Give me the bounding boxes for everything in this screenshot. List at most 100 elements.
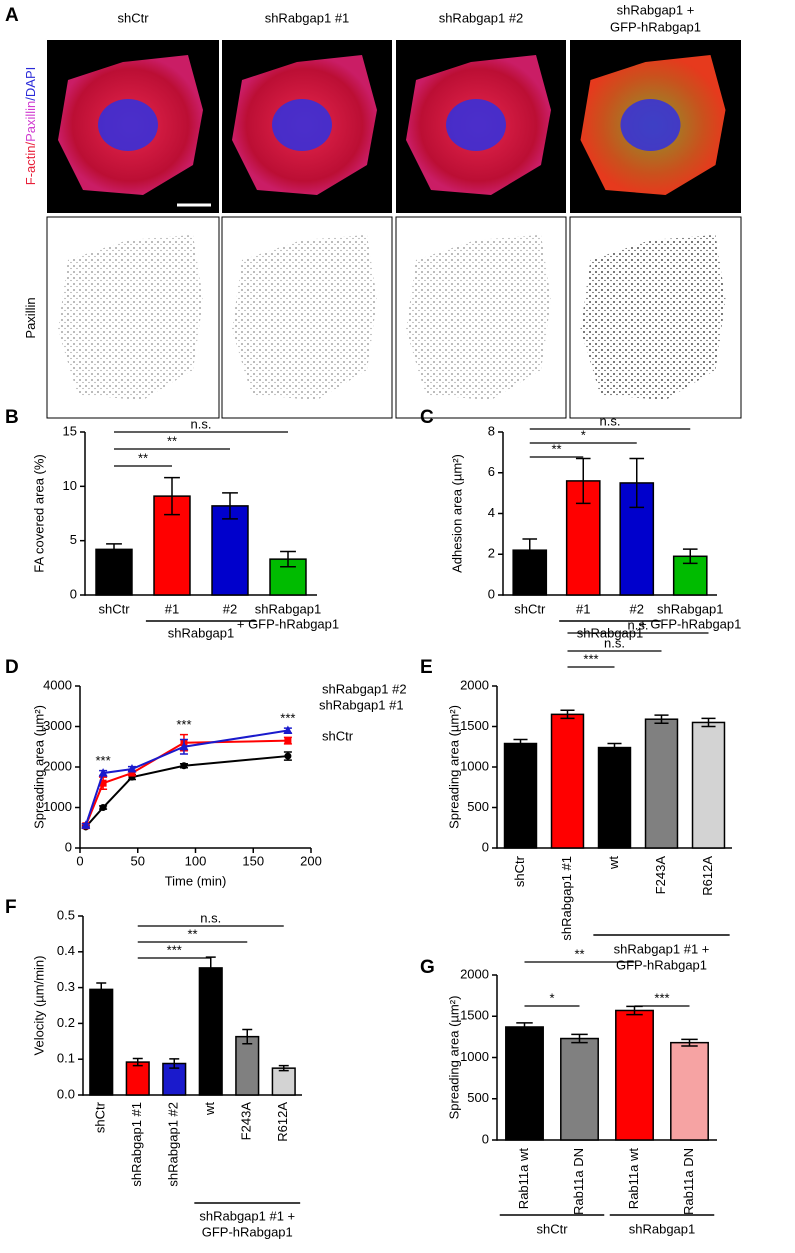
y-tick-label: 2000: [460, 966, 489, 981]
y-tick-label: 4000: [43, 677, 72, 692]
significance-label: n.s.: [604, 635, 625, 650]
y-tick-label: 0: [482, 839, 489, 854]
error-bar: [106, 543, 122, 556]
error-bar: [164, 476, 180, 516]
y-tick-label: 0.3: [57, 979, 75, 994]
y-tick-label: 2000: [43, 758, 72, 773]
significance-label: **: [187, 926, 197, 941]
group-label: GFP-hRabgap1: [202, 1224, 293, 1239]
paxillin-signal: [580, 235, 726, 400]
significance-label: ***: [96, 753, 111, 768]
marker: [180, 762, 188, 770]
y-tick-label: 0.1: [57, 1051, 75, 1066]
error-bar: [682, 548, 698, 565]
column-header: shCtr: [117, 10, 149, 25]
error-bar: [629, 457, 645, 509]
significance-label: ***: [176, 717, 191, 732]
error-bar: [560, 709, 575, 720]
column-header: GFP-hRabgap1: [610, 19, 701, 34]
x-tick-label: 50: [131, 853, 145, 868]
y-tick-label: 3000: [43, 718, 72, 733]
panel-letter: C: [420, 407, 434, 428]
x-tick-label: wt: [202, 1102, 217, 1116]
bar: [505, 1026, 544, 1141]
y-axis-label: FA covered area (%): [31, 454, 46, 573]
y-tick-label: 2000: [460, 677, 489, 692]
x-tick-label: shCtr: [514, 601, 546, 616]
significance-label: ***: [280, 711, 295, 726]
significance-label: **: [574, 946, 584, 961]
row-label-part: Paxillin: [23, 101, 38, 142]
group-label: GFP-hRabgap1: [616, 957, 707, 972]
panel-letter: A: [5, 5, 19, 26]
error-bar: [607, 742, 622, 753]
x-tick-label: wt: [606, 856, 621, 870]
y-tick-label: 1500: [460, 718, 489, 733]
y-tick-label: 1000: [43, 799, 72, 814]
x-tick-label: shRabgap1: [255, 601, 322, 616]
paxillin-signal: [58, 235, 203, 400]
y-tick-label: 500: [467, 1090, 489, 1105]
column-header: shRabgap1 #2: [439, 10, 524, 25]
y-axis-label: Velocity (µm/min): [31, 956, 46, 1056]
panel-letter: D: [5, 657, 19, 678]
nucleus: [620, 99, 681, 151]
bar: [550, 713, 585, 849]
y-tick-label: 6: [488, 464, 495, 479]
y-tick-label: 0.0: [57, 1086, 75, 1101]
bar: [644, 718, 679, 849]
y-tick-label: 10: [63, 478, 77, 493]
marker: [99, 804, 107, 811]
significance-label: ***: [654, 990, 669, 1005]
x-tick-label: #2: [630, 601, 644, 616]
significance-label: ***: [167, 942, 182, 957]
y-tick-label: 1500: [460, 1008, 489, 1023]
nucleus: [272, 99, 332, 151]
y-axis-label: Adhesion area (µm²): [449, 454, 464, 573]
x-tick-label: shCtr: [98, 601, 130, 616]
nucleus: [446, 99, 506, 151]
error-bar: [280, 550, 296, 568]
nucleus: [98, 99, 158, 151]
x-tick-label: shCtr: [512, 855, 527, 887]
bar: [615, 1009, 654, 1141]
error-bar: [222, 492, 238, 520]
group-label: shRabgap1 #1 +: [614, 941, 710, 956]
bar: [512, 549, 548, 596]
significance-label: **: [138, 450, 148, 465]
marker: [99, 779, 107, 787]
significance-label: *: [549, 990, 554, 1005]
x-tick-label: R612A: [275, 1102, 290, 1142]
y-axis-label: Spreading area (µm²): [446, 705, 461, 829]
x-tick-label: 0: [76, 853, 83, 868]
significance-label: n.s.: [191, 416, 212, 431]
group-label: shRabgap1: [629, 1221, 696, 1236]
panel-letter: B: [5, 407, 19, 428]
significance-label: n.s.: [200, 910, 221, 925]
error-bar: [516, 1022, 533, 1032]
bar: [235, 1035, 260, 1096]
x-tick-label: F243A: [653, 856, 668, 895]
error-bar: [278, 1064, 289, 1072]
y-tick-label: 4: [488, 505, 495, 520]
y-tick-label: 1000: [460, 1049, 489, 1064]
error-bar: [205, 956, 216, 980]
column-header: shRabgap1 +: [617, 2, 695, 17]
error-bar: [701, 717, 716, 728]
significance-label: **: [167, 433, 177, 448]
y-tick-label: 0: [70, 586, 77, 601]
legend-label: shCtr: [322, 728, 354, 743]
x-tick-label: + GFP-hRabgap1: [237, 616, 339, 631]
group-label: shRabgap1: [168, 625, 235, 640]
x-tick-label: shRabgap1 #1: [129, 1102, 144, 1187]
marker: [81, 820, 91, 829]
error-bar: [132, 1057, 143, 1067]
column-header: shRabgap1 #1: [265, 10, 350, 25]
x-tick-label: Rab11a wt: [626, 1148, 641, 1210]
bar: [198, 967, 223, 1096]
marker: [128, 769, 136, 777]
x-tick-label: F243A: [239, 1102, 254, 1141]
bar: [211, 505, 249, 596]
marker: [284, 737, 292, 745]
